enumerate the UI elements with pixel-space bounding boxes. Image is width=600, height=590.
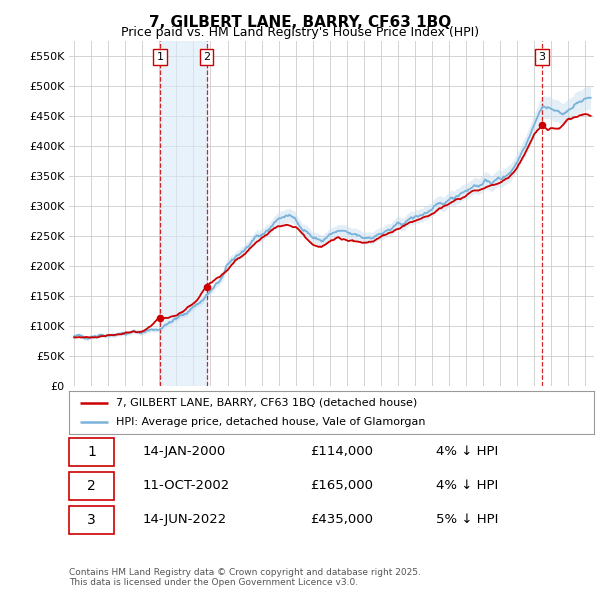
Text: 14-JUN-2022: 14-JUN-2022 bbox=[143, 513, 227, 526]
Text: Contains HM Land Registry data © Crown copyright and database right 2025.
This d: Contains HM Land Registry data © Crown c… bbox=[69, 568, 421, 587]
Text: 1: 1 bbox=[87, 445, 96, 459]
Text: 4% ↓ HPI: 4% ↓ HPI bbox=[437, 479, 499, 492]
Text: 4% ↓ HPI: 4% ↓ HPI bbox=[437, 445, 499, 458]
Text: 2: 2 bbox=[203, 52, 210, 62]
Text: 11-OCT-2002: 11-OCT-2002 bbox=[143, 479, 230, 492]
Text: 5% ↓ HPI: 5% ↓ HPI bbox=[437, 513, 499, 526]
Text: 3: 3 bbox=[87, 513, 96, 527]
FancyBboxPatch shape bbox=[69, 506, 113, 534]
Bar bbox=[160, 41, 207, 386]
Text: 3: 3 bbox=[539, 52, 545, 62]
Text: HPI: Average price, detached house, Vale of Glamorgan: HPI: Average price, detached house, Vale… bbox=[116, 417, 426, 427]
Text: £435,000: £435,000 bbox=[311, 513, 373, 526]
Text: £165,000: £165,000 bbox=[311, 479, 373, 492]
Text: 14-JAN-2000: 14-JAN-2000 bbox=[143, 445, 226, 458]
Text: 7, GILBERT LANE, BARRY, CF63 1BQ (detached house): 7, GILBERT LANE, BARRY, CF63 1BQ (detach… bbox=[116, 398, 418, 408]
Text: Price paid vs. HM Land Registry's House Price Index (HPI): Price paid vs. HM Land Registry's House … bbox=[121, 26, 479, 39]
Text: £114,000: £114,000 bbox=[311, 445, 373, 458]
Text: 7, GILBERT LANE, BARRY, CF63 1BQ: 7, GILBERT LANE, BARRY, CF63 1BQ bbox=[149, 15, 451, 30]
Text: 2: 2 bbox=[87, 478, 96, 493]
FancyBboxPatch shape bbox=[69, 471, 113, 500]
FancyBboxPatch shape bbox=[69, 438, 113, 466]
Text: 1: 1 bbox=[157, 52, 164, 62]
